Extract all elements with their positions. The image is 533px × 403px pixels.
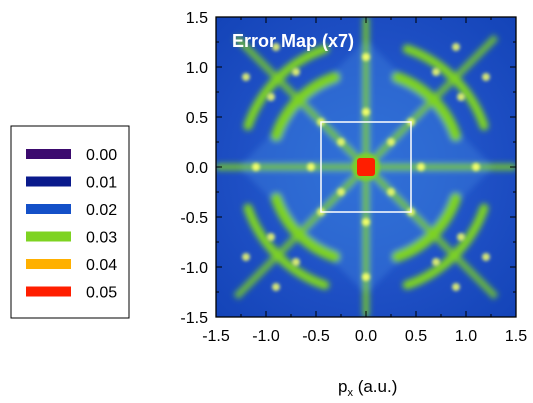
hot-spot (417, 163, 425, 171)
hot-spot (292, 68, 300, 76)
corner-arc (243, 203, 330, 290)
legend-label: 0.05 (86, 285, 117, 302)
x-tick-label: -1.5 (202, 328, 230, 345)
corner-arc (402, 203, 489, 290)
y-tick-label: 1.0 (186, 60, 208, 77)
legend-swatch (26, 204, 71, 214)
y-tick-label: -1.5 (180, 310, 208, 327)
hot-spot (387, 188, 395, 196)
hot-spot (307, 163, 315, 171)
corner-arc (391, 192, 462, 263)
corner-arc (270, 192, 341, 263)
x-tick-label: 0.0 (355, 328, 377, 345)
color-legend: 0.00 0.01 0.02 0.03 0.04 0.05 (10, 125, 130, 319)
chart-title: Error Map (x7) (232, 31, 354, 51)
legend-label: 0.02 (86, 202, 117, 219)
x-tick-label: -0.5 (302, 328, 330, 345)
hot-spot (242, 73, 250, 81)
legend-label: 0.01 (86, 175, 117, 192)
corner-arc (243, 44, 330, 131)
x-tick-label: 1.0 (455, 328, 477, 345)
hot-spot (432, 68, 440, 76)
center-peak (357, 158, 375, 176)
legend-swatch (26, 176, 71, 187)
x-axis-label: px (a.u.) (338, 377, 397, 399)
heatmap-plot (216, 17, 516, 317)
hot-spot (267, 233, 275, 241)
hot-spot (452, 283, 460, 291)
hot-spot (362, 53, 370, 61)
hot-spot (292, 258, 300, 266)
x-tick-label: 1.5 (505, 328, 527, 345)
x-tick-label: -1.0 (252, 328, 280, 345)
corner-arc (402, 44, 489, 131)
corner-arc (391, 71, 462, 142)
legend-label: 0.00 (86, 147, 117, 164)
legend-label: 0.03 (86, 230, 117, 247)
y-tick-label: -0.5 (180, 210, 208, 227)
hot-spot (362, 218, 370, 226)
hot-spot (362, 273, 370, 281)
axes: -1.5 -1.0 -0.5 0.0 0.5 1.0 1.5 1.5 1.0 0.5 0.0 -0.5… (180, 10, 527, 345)
hot-spot (482, 253, 490, 261)
inset-box (320, 121, 412, 213)
y-tick-label: 1.5 (186, 10, 208, 27)
y-tick-label: 0.0 (186, 160, 208, 177)
legend-label: 0.04 (86, 257, 117, 274)
x-tick-label: 0.5 (405, 328, 427, 345)
corner-arc (270, 71, 341, 142)
y-tick-label: -1.0 (180, 260, 208, 277)
y-tick-label: 0.5 (186, 110, 208, 127)
legend-swatch (26, 286, 71, 297)
hot-spot (242, 253, 250, 261)
hot-spot (337, 138, 345, 146)
hot-spot (452, 43, 460, 51)
hot-spot (362, 108, 370, 116)
hot-spot (252, 163, 260, 171)
legend-swatch (26, 231, 71, 242)
legend-swatch (26, 149, 71, 159)
hot-spot (337, 188, 345, 196)
hot-spot (387, 138, 395, 146)
hot-spot (482, 73, 490, 81)
hot-spot (267, 93, 275, 101)
hot-spot (457, 233, 465, 241)
hot-spot (472, 163, 480, 171)
hot-spot (272, 43, 280, 51)
hot-spot (457, 93, 465, 101)
hot-spot (432, 258, 440, 266)
legend-swatch (26, 259, 71, 269)
hot-spot (272, 283, 280, 291)
